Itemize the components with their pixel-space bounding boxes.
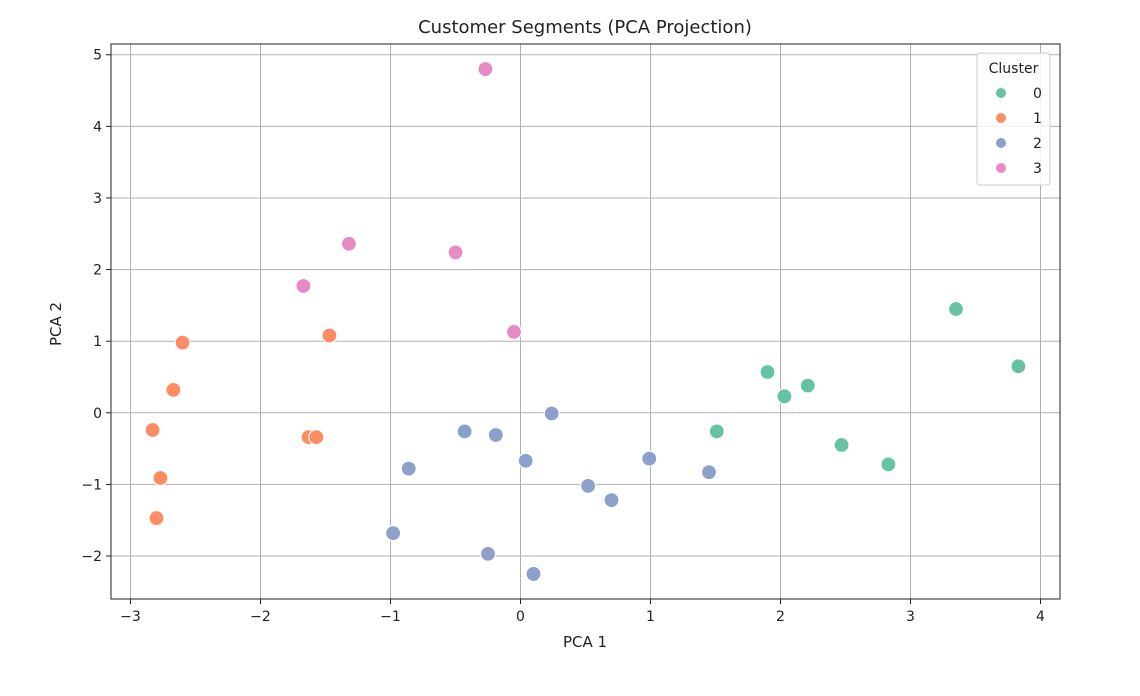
data-point-cluster-0 [880,456,897,473]
data-point-cluster-0 [776,388,793,405]
legend-box [976,52,1051,186]
y-tick-label: 5 [93,48,102,64]
data-point-cluster-1 [148,509,165,527]
y-tick-label: 3 [93,191,102,207]
legend-label-2: 2 [1033,136,1042,152]
legend-title: Cluster [989,61,1039,77]
y-tick-label: 0 [93,406,102,422]
data-point-cluster-0 [799,377,816,394]
x-tick-label: 0 [516,609,525,625]
data-point-cluster-2 [487,426,504,444]
legend-marker-2 [995,137,1007,149]
data-point-cluster-0 [947,300,965,318]
data-point-cluster-1 [308,429,325,446]
y-tick-label: 1 [93,334,102,350]
data-point-cluster-0 [1010,358,1027,375]
data-point-cluster-0 [833,436,850,454]
data-point-cluster-1 [165,381,182,398]
data-point-cluster-2 [579,477,597,494]
data-point-cluster-3 [295,277,312,295]
y-axis-label: PCA 2 [47,302,65,346]
legend-label-3: 3 [1033,161,1042,177]
data-point-cluster-0 [708,423,725,440]
data-point-cluster-3 [447,244,464,261]
x-axis-label: PCA 1 [563,633,607,651]
y-tick-label: 2 [93,263,102,279]
data-point-cluster-3 [477,60,494,78]
data-point-cluster-0 [759,363,776,381]
data-point-cluster-2 [641,450,658,467]
x-tick-label: −2 [250,609,271,625]
data-point-cluster-2 [385,525,402,542]
data-point-cluster-1 [152,469,169,487]
x-tick-label: −1 [380,609,401,625]
data-point-cluster-2 [456,423,473,440]
data-point-cluster-1 [144,421,161,439]
chart-title: Customer Segments (PCA Projection) [418,17,752,38]
axis-ticks: −3 −2 −1 0 1 2 3 4 −2 −1 0 1 2 3 4 5 [81,48,1045,625]
data-point-cluster-2 [543,405,560,422]
data-point-cluster-2 [400,460,417,477]
data-point-cluster-2 [525,565,542,583]
data-points [144,60,1027,583]
legend-marker-0 [995,87,1007,99]
legend-label-1: 1 [1033,111,1042,127]
y-tick-label: 4 [93,119,102,135]
data-point-cluster-2 [479,545,497,562]
x-tick-label: −3 [120,609,141,625]
legend-marker-3 [995,162,1007,174]
x-tick-label: 2 [776,609,785,625]
grid-lines [111,44,1060,599]
x-tick-label: 4 [1036,609,1045,625]
data-point-cluster-3 [340,235,357,252]
legend-label-0: 0 [1033,86,1042,102]
x-tick-label: 1 [646,609,655,625]
plot-frame [110,43,1061,600]
data-point-cluster-3 [505,323,523,340]
legend: Cluster 0 1 2 3 [976,52,1051,186]
legend-marker-1 [995,112,1007,124]
y-tick-label: −1 [81,477,102,493]
data-point-cluster-1 [174,334,191,351]
data-point-cluster-2 [603,492,620,509]
y-tick-label: −2 [81,549,102,565]
data-point-cluster-1 [321,327,338,344]
x-tick-label: 3 [906,609,915,625]
data-point-cluster-2 [517,452,534,469]
data-point-cluster-2 [700,464,718,481]
